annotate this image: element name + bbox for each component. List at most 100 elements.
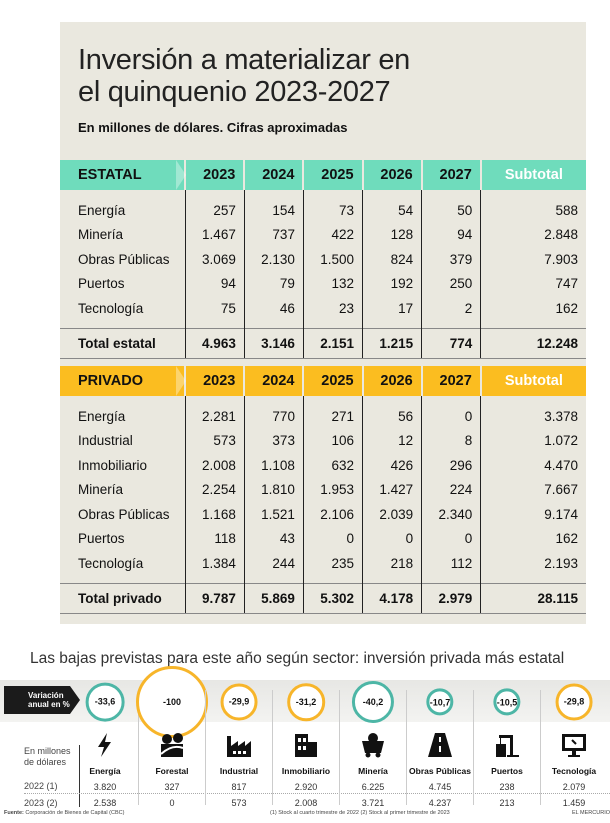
table-row: Obras Públicas 1.168 1.521 2.106 2.039 2.340 9… [60, 502, 586, 527]
variation-value: -10,5 [496, 697, 518, 707]
source-label: Fuente: [4, 810, 24, 816]
cell-value: 54 [362, 198, 422, 223]
mine-cart-icon [362, 733, 384, 758]
cell-value: 1.108 [243, 453, 304, 478]
cell-value: 1.384 [184, 551, 245, 576]
total-value: 5.302 [302, 583, 363, 614]
variation-value: -10,7 [429, 697, 451, 707]
column-header: 2027 [420, 366, 481, 396]
cell-value: 770 [243, 404, 304, 429]
value-2023: 213 [499, 798, 515, 808]
row-label: Obras Públicas [78, 506, 170, 522]
variation-circle: -10,7 [426, 688, 454, 716]
variation-circle: -29,8 [555, 683, 593, 721]
row-2022-label: 2022 (1) [24, 781, 58, 791]
total-label: Total privado [60, 583, 186, 614]
cell-value: 250 [421, 271, 481, 296]
cell-value: 2.340 [421, 502, 481, 527]
cell-value: 132 [302, 271, 363, 296]
cell-value: 3.069 [184, 247, 245, 272]
section-label: ESTATAL [60, 160, 187, 190]
total-value: 3.146 [243, 328, 304, 359]
total-value: 2.979 [421, 583, 481, 614]
table-row: Inmobiliario 2.008 1.108 632 426 296 4.470 [60, 453, 586, 478]
cell-value: 296 [421, 453, 481, 478]
section-label: PRIVADO [60, 366, 187, 396]
monitor-icon [562, 734, 586, 757]
privado-table: PRIVADO 2023 2024 2025 2026 2027 Subtotal Energ… [60, 366, 586, 614]
cell-value: 7.667 [480, 477, 586, 502]
cell-value: 2.254 [184, 477, 245, 502]
sector-7: -29,8 Tecnología 2.079 1.459 [541, 672, 607, 822]
row-label: Puertos [78, 531, 125, 547]
total-value: 28.115 [480, 583, 586, 614]
table-row: Minería 2.254 1.810 1.953 1.427 224 7.667 [60, 477, 586, 502]
cell-value: 162 [480, 296, 586, 321]
sector-name: Energía [89, 766, 121, 776]
cell-value: 0 [362, 526, 422, 551]
variation-circle: -33,6 [85, 682, 125, 722]
cell-value: 7.903 [480, 247, 586, 272]
total-row: Total privado 9.787 5.869 5.302 4.178 2.979 28… [60, 583, 586, 614]
row-label: Puertos [78, 276, 125, 292]
forest-icon [160, 733, 184, 757]
cell-value: 0 [421, 404, 481, 429]
row-label: Tecnología [78, 555, 144, 571]
cell-value: 1.953 [302, 477, 363, 502]
sector-4: -40,2 Minería 6.225 3.721 [340, 672, 406, 822]
total-value: 9.787 [184, 583, 245, 614]
sector-name: Puertos [491, 766, 523, 776]
column-header: 2025 [302, 366, 363, 396]
cell-value: 0 [302, 526, 363, 551]
value-2023: 4.237 [428, 798, 452, 808]
total-value: 4.963 [184, 328, 245, 359]
column-header: 2027 [420, 160, 481, 190]
table-row: Obras Públicas 3.069 2.130 1.500 824 379 7.903 [60, 247, 586, 272]
value-2022: 6.225 [361, 782, 385, 792]
sector-2: -29,9 Industrial 817 573 [206, 672, 272, 822]
variation-value: -33,6 [94, 696, 116, 707]
footnotes: (1) Stock al cuarto trimestre de 2022 (2… [270, 810, 450, 816]
cell-value: 2.106 [302, 502, 363, 527]
cell-value: 1.500 [302, 247, 363, 272]
cell-value: 0 [421, 526, 481, 551]
cell-value: 3.378 [480, 404, 586, 429]
cell-value: 224 [421, 477, 481, 502]
variation-value: -100 [162, 697, 181, 707]
column-divider [138, 690, 139, 805]
variation-value: -40,2 [362, 697, 384, 707]
column-divider [473, 690, 474, 805]
cell-value: 426 [362, 453, 422, 478]
column-header: 2024 [243, 366, 304, 396]
header-row: ESTATAL 2023 2024 2025 2026 2027 Subtotal [60, 160, 586, 190]
cell-value: 218 [362, 551, 422, 576]
source: Fuente: Corporación de Bienes de Capital… [4, 810, 124, 816]
table-row: Industrial 573 373 106 12 8 1.072 [60, 428, 586, 453]
column-divider [540, 690, 541, 805]
value-2022: 817 [231, 782, 247, 792]
cell-value: 632 [302, 453, 363, 478]
cell-value: 2.193 [480, 551, 586, 576]
value-2022: 4.745 [428, 782, 452, 792]
column-header: 2023 [184, 366, 245, 396]
cell-value: 46 [243, 296, 304, 321]
value-2023: 3.721 [361, 798, 385, 808]
variation-circle: -10,5 [493, 688, 521, 716]
sector-name: Tecnología [551, 766, 597, 776]
cell-value: 17 [362, 296, 422, 321]
cell-value: 1.168 [184, 502, 245, 527]
column-divider [272, 690, 273, 805]
value-2022: 3.820 [93, 782, 117, 792]
value-2022: 238 [499, 782, 515, 792]
cell-value: 373 [243, 428, 304, 453]
cell-value: 747 [480, 271, 586, 296]
cell-value: 257 [184, 198, 245, 223]
sector-name: Industrial [219, 766, 259, 776]
value-2022: 2.079 [562, 782, 586, 792]
cell-value: 154 [243, 198, 304, 223]
column-header: Subtotal [479, 366, 586, 396]
variation-circle: -40,2 [351, 680, 395, 724]
crane-icon [496, 735, 519, 757]
table-row: Puertos 94 79 132 192 250 747 [60, 271, 586, 296]
row-label: Tecnología [78, 300, 144, 316]
